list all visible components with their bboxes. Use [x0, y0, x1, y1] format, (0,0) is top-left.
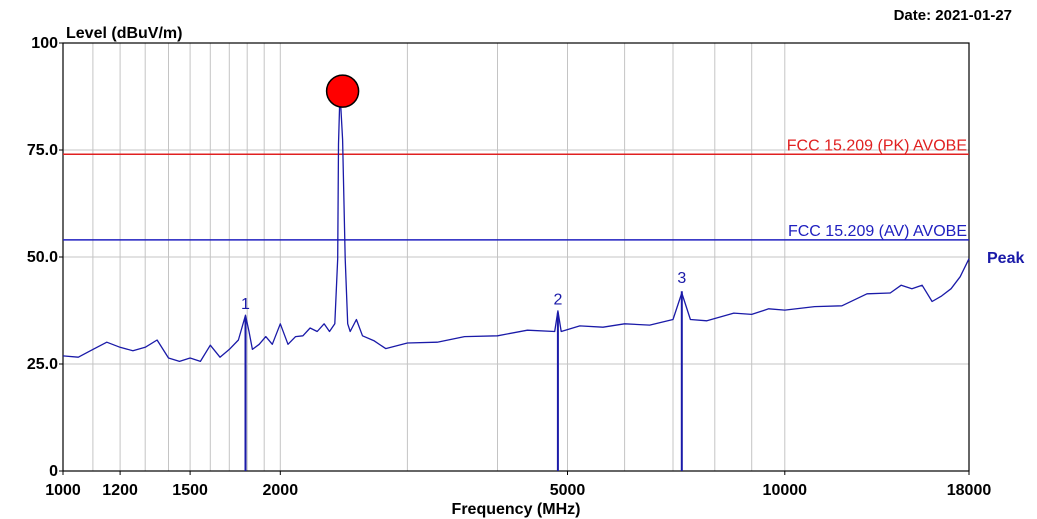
x-tick-label: 5000	[550, 482, 586, 499]
y-tick-label: 25.0	[27, 356, 58, 373]
series-label: Peak	[987, 250, 1024, 267]
markers: 1 2 3	[241, 270, 686, 471]
x-tick-label: 18000	[947, 482, 992, 499]
y-tick-label: 0	[49, 463, 58, 480]
y-tick-label: 50.0	[27, 249, 58, 266]
peak-marker-dot	[325, 74, 360, 108]
date-label: Date: 2021-01-27	[894, 7, 1012, 24]
y-tick-label: 75.0	[27, 142, 58, 159]
series: Peak	[62, 74, 1024, 363]
y-axis-label: Level (dBuV/m)	[66, 25, 182, 42]
x-tick-labels: 1000 1200 1500 2000 5000 10000 18000	[45, 471, 991, 499]
y-tick-labels: 0 25.0 50.0 75.0 100	[27, 35, 63, 480]
x-tick-label: 2000	[263, 482, 299, 499]
marker-label: 3	[677, 270, 686, 287]
marker-label: 2	[553, 292, 562, 309]
x-tick-label: 10000	[763, 482, 808, 499]
x-tick-label: 1000	[45, 482, 81, 499]
x-tick-label: 1500	[172, 482, 208, 499]
limit-line-label: FCC 15.209 (PK) AVOBE	[787, 137, 967, 154]
grid	[62, 43, 970, 471]
limit-line-label: FCC 15.209 (AV) AVOBE	[788, 223, 967, 240]
x-axis-label: Frequency (MHz)	[452, 501, 581, 518]
limit-lines: FCC 15.209 (PK) AVOBE FCC 15.209 (AV) AVO…	[63, 137, 969, 241]
marker-label: 1	[241, 296, 250, 313]
x-tick-label: 1200	[102, 482, 138, 499]
series-line-peak	[62, 91, 970, 363]
y-tick-label: 100	[31, 35, 58, 52]
